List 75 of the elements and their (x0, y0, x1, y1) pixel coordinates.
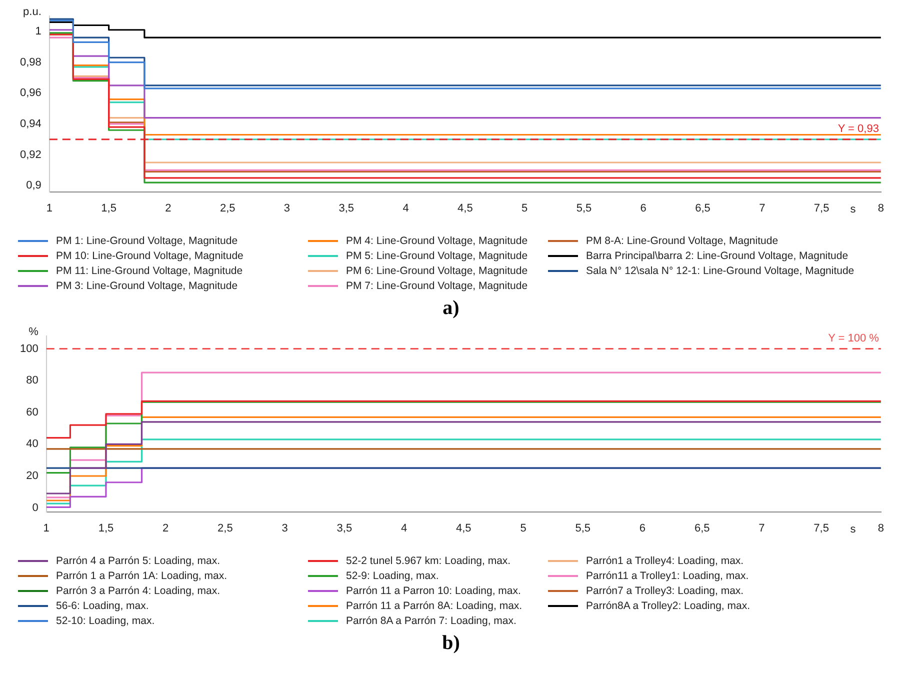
legend-label: Parrón 4 a Parrón 5: Loading, max. (56, 554, 220, 566)
x-tick-label: 7 (758, 522, 765, 534)
x-tick-label: 3,5 (338, 202, 354, 214)
legend-label: Parrón 11 a Parron 10: Loading, max. (346, 584, 521, 596)
legend-label: Parrón8A a Trolley2: Loading, max. (586, 600, 750, 612)
x-tick-label: 2,5 (218, 522, 233, 534)
legend-label: PM 7: Line-Ground Voltage, Magnitude (346, 280, 528, 292)
ref-line-label: Y = 0,93 (838, 122, 879, 135)
x-axis-title: s (850, 523, 856, 536)
y-tick-label: 80 (26, 374, 38, 387)
y-tick-label: 0 (32, 502, 38, 514)
legend-label: Sala N° 12\sala N° 12-1: Line-Ground Voltage, Magnitude (586, 264, 854, 276)
legend-label: Parrón7 a Trolley3: Loading, max. (586, 584, 744, 596)
legend-label: Parrón 8A a Parrón 7: Loading, max. (346, 614, 516, 626)
legend-label: PM 5: Line-Ground Voltage, Magnitude (346, 250, 528, 262)
x-tick-label: 6,5 (695, 202, 710, 214)
legend-label: PM 3: Line-Ground Voltage, Magnitude (56, 280, 238, 292)
y-tick-label: 0,92 (20, 148, 42, 161)
legend-label: Parrón11 a Trolley1: Loading, max. (586, 570, 749, 582)
x-tick-label: 5 (520, 522, 526, 534)
legend-label: Parrón 3 a Parrón 4: Loading, max. (56, 584, 220, 596)
legend-label: PM 8-A: Line-Ground Voltage, Magnitude (586, 234, 778, 246)
x-tick-label: 1 (43, 522, 50, 534)
y-axis-title: % (28, 326, 39, 338)
x-tick-label: 2,5 (220, 202, 236, 214)
x-axis-title: s (850, 203, 856, 216)
legend-label: Barra Principal\barra 2: Line-Ground Voltage, Magnitude (586, 250, 848, 262)
text: b) (441, 632, 461, 655)
ref-line-label: Y = 100 % (828, 332, 880, 344)
y-tick-label: 1 (35, 25, 42, 38)
y-tick-label: 0,98 (20, 56, 42, 68)
x-tick-label: 6 (640, 202, 646, 214)
x-tick-label: 1,5 (98, 522, 114, 534)
legend-label: PM 11: Line-Ground Voltage, Magnitude (56, 264, 243, 276)
y-tick-label: 0,94 (20, 118, 42, 130)
legend-label: 52-10: Loading, max. (56, 614, 155, 626)
legend-label: 52-9: Loading, max. (346, 570, 439, 582)
y-tick-label: 0,96 (20, 87, 42, 100)
x-tick-label: 8 (878, 202, 884, 214)
legend-label: Parrón1 a Trolley4: Loading, max. (586, 554, 744, 566)
x-tick-label: 7 (759, 202, 766, 214)
legend-label: PM 1: Line-Ground Voltage, Magnitude (56, 234, 238, 246)
x-tick-label: 6 (639, 522, 646, 534)
x-tick-label: 3,5 (336, 522, 352, 534)
legend-label: 52-2 tunel 5.967 km: Loading, max. (346, 554, 511, 566)
x-tick-label: 4,5 (458, 202, 473, 214)
legend-label: Parrón 11 a Parrón 8A: Loading, max. (346, 600, 522, 612)
x-tick-label: 6,5 (694, 522, 710, 534)
x-tick-label: 4 (400, 522, 408, 534)
x-tick-label: 4,5 (456, 522, 472, 534)
x-tick-label: 3 (284, 202, 290, 214)
y-tick-label: 60 (26, 406, 38, 418)
legend-label: PM 4: Line-Ground Voltage, Magnitude (346, 234, 528, 246)
legend-label: Parrón 1 a Parrón 1A: Loading, max. (56, 570, 228, 582)
x-tick-label: 3 (282, 522, 288, 534)
y-tick-label: 40 (26, 438, 38, 450)
x-tick-label: 4 (402, 202, 409, 214)
text: a) (442, 297, 460, 320)
y-axis-title: p.u. (23, 6, 42, 18)
legend-label: 56-6: Loading, max. (56, 600, 149, 612)
x-tick-label: 8 (878, 522, 884, 534)
y-tick-label: 20 (26, 470, 38, 482)
legend-label: PM 10: Line-Ground Voltage, Magnitude (56, 250, 244, 262)
x-tick-label: 7,5 (814, 522, 829, 534)
x-tick-label: 5,5 (575, 522, 591, 534)
x-tick-label: 5,5 (576, 202, 592, 214)
x-tick-label: 2 (165, 202, 172, 214)
x-tick-label: 7,5 (814, 202, 830, 214)
x-tick-label: 1 (46, 202, 52, 214)
x-tick-label: 2 (162, 522, 169, 534)
y-tick-label: 0,9 (26, 180, 42, 192)
x-tick-label: 5 (522, 202, 528, 214)
y-tick-label: 100 (20, 342, 38, 355)
x-tick-label: 1,5 (101, 202, 116, 214)
legend-label: PM 6: Line-Ground Voltage, Magnitude (346, 264, 528, 276)
